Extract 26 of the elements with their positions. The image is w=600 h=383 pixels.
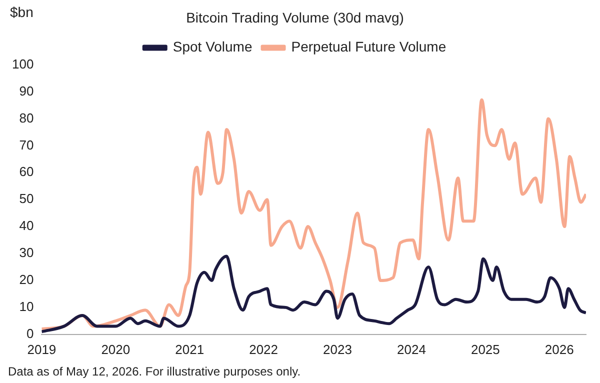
y-tick-label: 60 xyxy=(19,164,34,180)
line-series xyxy=(42,254,586,334)
x-tick-label: 2019 xyxy=(27,342,56,357)
line-series xyxy=(42,98,586,331)
x-tick-label: 2020 xyxy=(101,342,130,357)
y-tick-label: 90 xyxy=(19,83,34,98)
x-tick-label: 2026 xyxy=(544,342,574,357)
y-tick-label: 80 xyxy=(19,110,34,126)
text: Data as of May 12, 2026. For illustrative purposes only. xyxy=(8,364,301,378)
y-tick-label: 40 xyxy=(19,218,34,234)
x-tick-label: 2023 xyxy=(323,342,352,357)
x-tick-label: 2025 xyxy=(470,342,500,357)
y-tick-label: 100 xyxy=(12,56,34,72)
chart-title: Bitcoin Trading Volume (30d mavg) xyxy=(186,9,404,26)
legend-label: Perpetual Future Volume xyxy=(291,38,446,55)
y-tick-label: 10 xyxy=(19,299,34,314)
x-tick-label: 2024 xyxy=(397,342,426,357)
y-tick-label: 70 xyxy=(19,137,34,152)
y-axis-title: $bn xyxy=(10,4,34,20)
legend-label: Spot Volume xyxy=(172,38,252,55)
y-tick-label: 50 xyxy=(19,191,34,206)
y-tick-label: 30 xyxy=(19,245,34,260)
y-tick-label: 20 xyxy=(19,272,34,288)
x-tick-label: 2021 xyxy=(175,342,204,357)
x-tick-label: 2022 xyxy=(249,342,278,357)
y-tick-label: 0 xyxy=(26,326,34,341)
